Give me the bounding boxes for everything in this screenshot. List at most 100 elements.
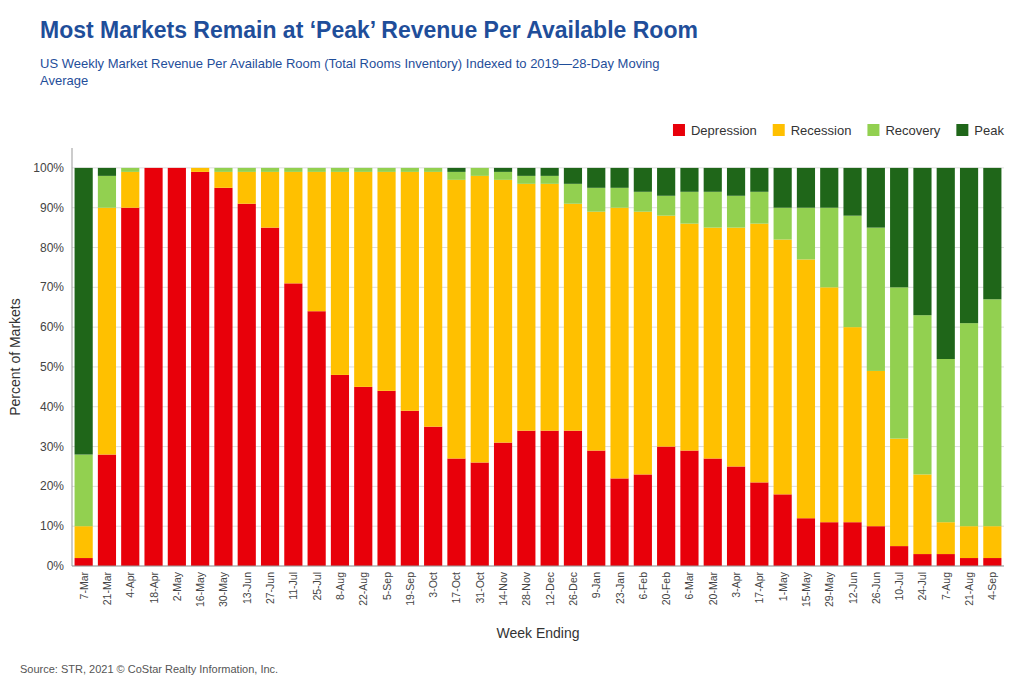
bar-segment	[214, 188, 232, 566]
legend: PeakRecoveryRecessionDepression	[673, 123, 1005, 138]
legend-swatch	[673, 124, 685, 136]
bar-segment	[121, 167, 139, 168]
bar-segment	[704, 168, 722, 192]
bar-segment	[634, 168, 652, 192]
bar-segment	[983, 558, 1001, 566]
bar-segment	[774, 208, 792, 240]
bar-segment	[121, 168, 139, 172]
x-tick-label: 23-Jan	[614, 572, 626, 604]
bar-segment	[261, 172, 279, 228]
bar-segment	[331, 168, 349, 172]
bar-segment	[820, 208, 838, 288]
bar-segment	[144, 168, 162, 566]
bar-segment	[634, 212, 652, 475]
x-tick-label: 21-Mar	[101, 572, 113, 606]
x-tick-label: 29-May	[823, 571, 835, 607]
x-tick-label: 14-Nov	[497, 571, 509, 606]
bar-segment	[704, 192, 722, 228]
bar-segment	[191, 167, 209, 168]
bar-segment	[704, 228, 722, 459]
bar-segment	[517, 176, 535, 184]
bar-segment	[657, 168, 675, 196]
bar-segment	[680, 168, 698, 192]
bar-segment	[517, 184, 535, 431]
bar-segment	[168, 167, 186, 168]
bar-segment	[238, 204, 256, 566]
bar-segment	[471, 462, 489, 566]
y-tick-label: 60%	[40, 320, 64, 334]
bar-segment	[471, 167, 489, 168]
bar-segment	[680, 192, 698, 224]
y-tick-label: 90%	[40, 201, 64, 215]
x-tick-label: 11-Jul	[287, 572, 299, 600]
x-tick-label: 3-Apr	[730, 572, 742, 598]
bar-segment	[843, 216, 861, 327]
bar-segment	[284, 168, 302, 172]
bar-segment	[494, 172, 512, 180]
bar-segment	[354, 172, 372, 387]
bar-segment	[75, 168, 93, 455]
y-tick-label: 30%	[40, 440, 64, 454]
bar-segment	[797, 208, 815, 260]
y-axis-line	[72, 148, 73, 566]
bar-segment	[191, 167, 209, 168]
grid-line	[72, 526, 1004, 527]
bar-segment	[308, 172, 326, 311]
grid-line	[72, 486, 1004, 487]
bar-segment	[401, 411, 419, 566]
legend-label: Peak	[974, 123, 1004, 138]
grid-line	[72, 287, 1004, 288]
bar-segment	[541, 176, 559, 184]
bar-segment	[284, 172, 302, 283]
bar-segment	[867, 228, 885, 371]
bar-segment	[913, 474, 931, 554]
bar-segment	[750, 192, 768, 224]
title: Most Markets Remain at ‘Peak’ Revenue Pe…	[40, 17, 698, 43]
bar-segment	[214, 168, 232, 172]
bar-segment	[704, 459, 722, 566]
bar-segment	[983, 526, 1001, 558]
x-tick-label: 28-Nov	[520, 571, 532, 606]
x-tick-label: 2-May	[171, 571, 183, 601]
annotation: Source: STR, 2021 © CoStar Realty Inform…	[20, 663, 278, 675]
bar-segment	[144, 167, 162, 168]
bar-segment	[168, 167, 186, 168]
bar-segment	[424, 427, 442, 566]
bar-segment	[564, 184, 582, 204]
bar-segment	[867, 371, 885, 526]
grid-line	[72, 167, 1004, 168]
grid-line	[72, 406, 1004, 407]
bar-segment	[727, 196, 745, 228]
bar-segment	[447, 168, 465, 172]
x-tick-label: 12-Dec	[544, 572, 556, 606]
bar-segment	[98, 168, 116, 176]
bar-segment	[983, 299, 1001, 526]
bar-segment	[447, 459, 465, 566]
bar-segment	[727, 466, 745, 566]
x-tick-label: 7-Aug	[940, 572, 952, 600]
bar-segment	[517, 431, 535, 566]
bar-segment	[564, 168, 582, 184]
grid-line	[72, 446, 1004, 447]
grid-line	[72, 366, 1004, 367]
bar-segment	[144, 167, 162, 168]
bar-segment	[541, 184, 559, 431]
bar-segment	[587, 188, 605, 212]
bar-segment	[937, 168, 955, 359]
bar-segment	[867, 526, 885, 566]
grid-line	[72, 247, 1004, 248]
bar-segment	[447, 180, 465, 459]
bar-segment	[750, 168, 768, 192]
bar-segment	[377, 167, 395, 168]
x-tick-label: 22-Aug	[357, 572, 369, 606]
subtitle-line: Average	[40, 73, 88, 88]
bar-segment	[610, 208, 628, 479]
x-tick-label: 30-May	[217, 571, 229, 607]
x-tick-label: 9-Jan	[590, 572, 602, 598]
bar-segment	[284, 283, 302, 566]
legend-swatch	[956, 124, 968, 136]
x-tick-label: 19-Sep	[404, 572, 416, 606]
bar-segment	[774, 168, 792, 208]
x-tick-label: 8-Aug	[334, 572, 346, 600]
grid-line	[72, 327, 1004, 328]
